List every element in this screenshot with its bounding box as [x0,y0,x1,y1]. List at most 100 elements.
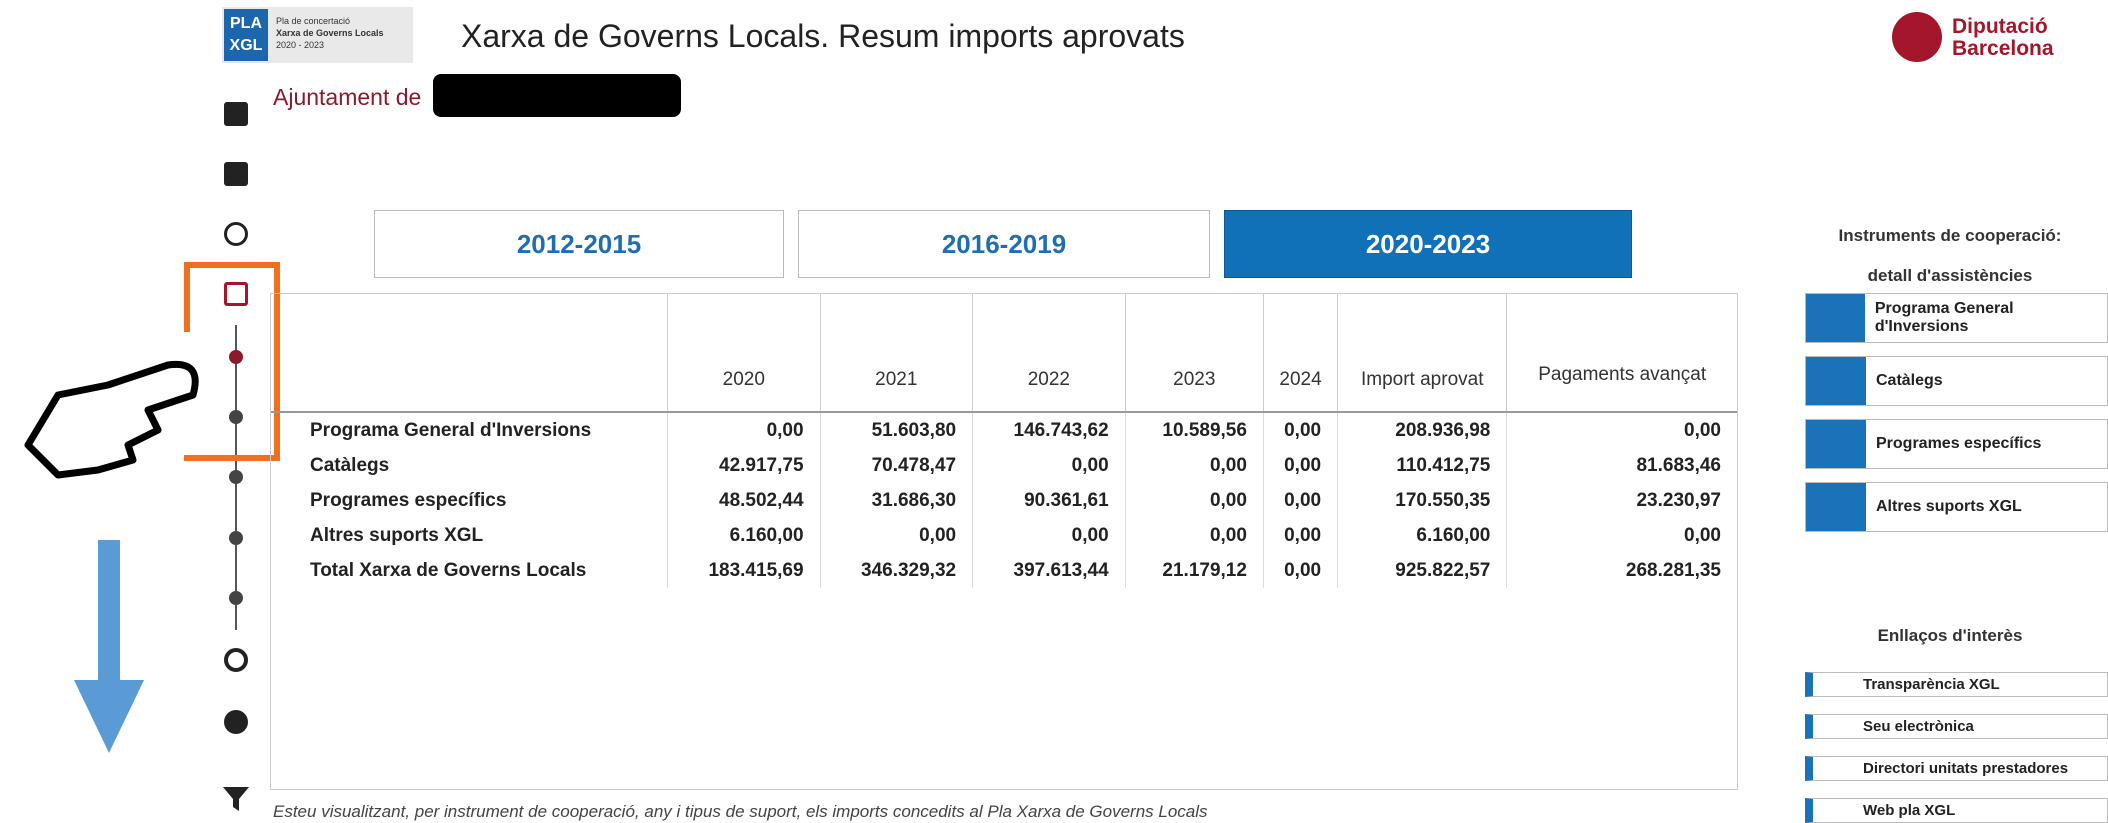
brand-line: Diputació [1952,15,2048,38]
instrument-button[interactable]: Catàlegs [1805,356,2108,406]
cell: 42.917,75 [667,448,821,483]
cell: 0,00 [1506,518,1738,553]
brand-line: Barcelona [1952,37,2054,60]
instrument-label: Programes específics [1876,435,2042,452]
column-header: 2024 [1263,293,1339,413]
logo-mark-top: PLA [230,15,262,32]
at-icon[interactable] [224,648,248,672]
instrument-icon [1806,420,1866,468]
instrument-icon [1806,357,1866,405]
cell: 0,00 [667,412,821,448]
timeline-dot[interactable] [229,531,243,545]
logo-mark: PLA XGL [224,9,268,61]
table-row: Catàlegs 42.917,75 70.478,47 0,00 0,00 0,00 11… [270,448,1738,483]
cell: 0,00 [1125,483,1264,518]
title-line: detall d'assistències [1867,266,2033,285]
link-item[interactable]: Web pla XGL [1805,798,2108,823]
row-label[interactable]: Altres suports XGL [270,518,668,553]
cell: 6.160,00 [667,518,821,553]
cell: 10.589,56 [1125,412,1264,448]
instrument-button[interactable]: Altres suports XGL [1805,482,2108,532]
table-row: Programa General d'Inversions 0,00 51.603,… [270,412,1738,448]
cell: 0,00 [1125,518,1264,553]
instrument-button[interactable]: Programa General d'Inversions [1805,293,2108,343]
brand: Diputació Barcelona [1952,16,2054,60]
cell: 0,00 [972,518,1126,553]
table-row: Total Xarxa de Governs Locals 183.415,69 3… [270,553,1738,588]
redaction [433,74,681,117]
cell: 0,00 [1263,553,1339,588]
cell: 0,00 [1263,412,1339,448]
column-header: 2020 [667,293,821,413]
cell: 90.361,61 [972,483,1126,518]
cell: 81.683,46 [1506,448,1738,483]
instrument-icon [1806,294,1865,342]
cell: 0,00 [820,518,974,553]
timeline-dot[interactable] [229,410,243,424]
logo-line: Pla de concertació [276,16,351,26]
logo-text: Pla de concertació Xarxa de Governs Local… [276,15,384,51]
table-row: Altres suports XGL 6.160,00 0,00 0,00 0,00 0,… [270,518,1738,553]
period-tab[interactable]: 2016-2019 [798,210,1210,278]
logo-line: 2020 - 2023 [276,40,325,50]
timeline-dot[interactable] [229,350,243,364]
link-item[interactable]: Directori unitats prestadores [1805,756,2108,781]
cell: 70.478,47 [820,448,974,483]
cell: 397.613,44 [972,553,1126,588]
cell: 48.502,44 [667,483,821,518]
cell: 268.281,35 [1506,553,1738,588]
column-header [270,293,668,413]
column-header: 2022 [972,293,1126,413]
instrument-button[interactable]: Programes específics [1805,419,2108,469]
municipality: Ajuntament de [273,84,422,110]
timeline-dot[interactable] [229,470,243,484]
instrument-icon [1806,483,1866,531]
column-header: 2023 [1125,293,1264,413]
link-item[interactable]: Transparència XGL [1805,672,2108,697]
filter-icon[interactable] [222,785,250,813]
logo-mark-bottom: XGL [229,37,263,54]
column-header: Pagaments avançat [1506,293,1738,413]
links-title: Enllaços d'interès [1877,626,2023,645]
table-row: Programes específics 48.502,44 31.686,30 90… [270,483,1738,518]
cell: 51.603,80 [820,412,974,448]
cell: 23.230,97 [1506,483,1738,518]
period-tab[interactable]: 2012-2015 [374,210,784,278]
cell: 925.822,57 [1337,553,1508,588]
cell: 0,00 [972,448,1126,483]
row-label[interactable]: Programa General d'Inversions [270,412,668,448]
cell: 21.179,12 [1125,553,1264,588]
calendar-icon[interactable] [224,282,248,306]
instrument-label: Catàlegs [1876,372,1943,389]
logo-line: Xarxa de Governs Locals [276,28,384,38]
instruments-title: Instruments de cooperació: detall d'assis… [1805,216,2095,296]
period-tab-active[interactable]: 2020-2023 [1224,210,1632,278]
row-label[interactable]: Catàlegs [270,448,668,483]
cell: 346.329,32 [820,553,974,588]
page-title: Xarxa de Governs Locals. Resum imports a… [461,18,1185,54]
help-icon[interactable] [224,710,248,734]
cell: 183.415,69 [667,553,821,588]
cell: 208.936,98 [1337,412,1508,448]
bank-icon[interactable] [224,162,248,186]
cell: 0,00 [1125,448,1264,483]
home-icon[interactable] [224,102,248,126]
link-item[interactable]: Seu electrònica [1805,714,2108,739]
row-label[interactable]: Total Xarxa de Governs Locals [270,553,668,588]
column-header: Import aprovat [1337,293,1508,413]
footer-note: Esteu visualitzant, per instrument de co… [273,802,1208,821]
instrument-label: Altres suports XGL [1876,498,2022,515]
brand-icon [1892,12,1942,62]
timeline-dot[interactable] [229,591,243,605]
cell: 146.743,62 [972,412,1126,448]
row-label[interactable]: Programes específics [270,483,668,518]
cell: 0,00 [1506,412,1738,448]
column-header: 2021 [820,293,974,413]
cell: 0,00 [1263,483,1339,518]
cell: 6.160,00 [1337,518,1508,553]
cell: 31.686,30 [820,483,974,518]
summary-table: 2020 2021 2022 2023 2024 Import aprovat Pagame… [270,293,1738,588]
hand-icon [24,360,199,479]
gauge-icon[interactable] [224,222,248,246]
